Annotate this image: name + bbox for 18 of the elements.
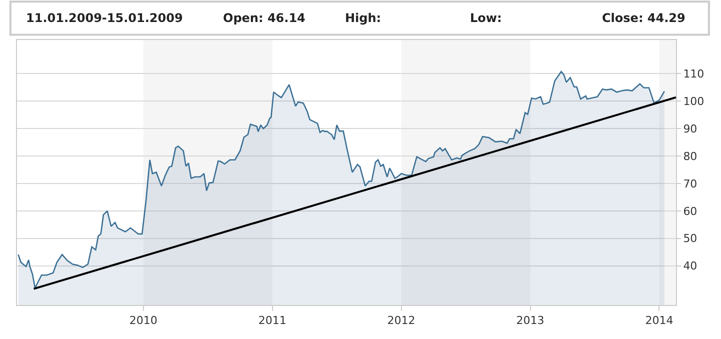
text: Low: xyxy=(470,11,502,25)
y-tick-label: 100 xyxy=(683,95,704,108)
y-tick-label: 60 xyxy=(683,204,698,218)
y-tick-label: 40 xyxy=(683,260,698,273)
x-tick-label: 2013 xyxy=(516,314,544,328)
x-tick-label: 2012 xyxy=(387,314,416,328)
x-tick-label: 2014 xyxy=(645,314,674,328)
x-tick-label: 2010 xyxy=(129,314,158,328)
text: High: xyxy=(345,11,382,25)
y-tick-label: 90 xyxy=(683,122,698,136)
y-tick-label: 50 xyxy=(683,232,698,246)
text: Open: 46.14 xyxy=(223,11,306,25)
y-tick-label: 70 xyxy=(683,177,698,190)
y-tick-label: 80 xyxy=(683,150,698,163)
x-tick-label: 2011 xyxy=(258,314,286,328)
text: Close: 44.29 xyxy=(602,11,686,25)
text: 11.01.2009-15.01.2009 xyxy=(26,11,183,25)
y-tick-label: 110 xyxy=(683,68,704,81)
